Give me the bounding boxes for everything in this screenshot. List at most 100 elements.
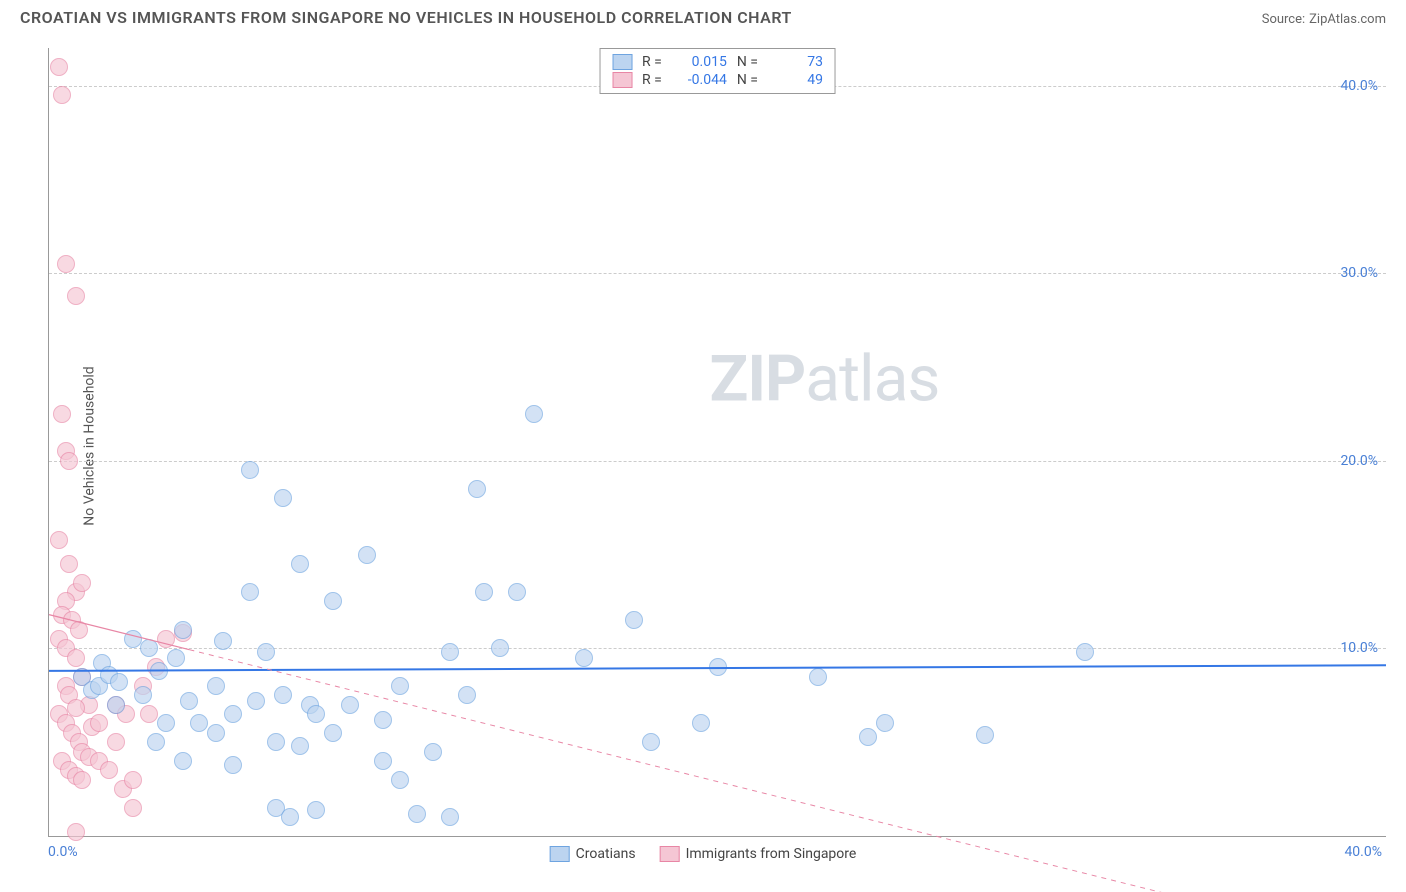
data-point — [525, 405, 543, 423]
data-point — [174, 752, 192, 770]
watermark-bold: ZIP — [709, 341, 805, 416]
data-point — [408, 805, 426, 823]
y-tick-label: 20.0% — [1340, 453, 1378, 469]
data-point — [60, 555, 78, 573]
data-point — [374, 711, 392, 729]
data-point — [50, 58, 68, 76]
data-point — [207, 677, 225, 695]
y-tick-label: 40.0% — [1340, 78, 1378, 94]
data-point — [859, 728, 877, 746]
data-point — [307, 705, 325, 723]
data-point — [50, 531, 68, 549]
legend-item-0: Croatians — [550, 846, 636, 862]
data-point — [207, 724, 225, 742]
data-point — [134, 686, 152, 704]
legend-swatch-1 — [612, 72, 632, 88]
gridline — [49, 273, 1386, 274]
data-point — [57, 255, 75, 273]
data-point — [107, 696, 125, 714]
data-point — [190, 714, 208, 732]
data-point — [224, 705, 242, 723]
legend-label-0: Croatians — [576, 846, 636, 862]
data-point — [214, 632, 232, 650]
data-point — [324, 592, 342, 610]
data-point — [976, 726, 994, 744]
data-point — [140, 705, 158, 723]
data-point — [358, 546, 376, 564]
data-point — [1076, 643, 1094, 661]
legend-n-value-1: 49 — [768, 72, 823, 88]
legend-n-value-0: 73 — [768, 54, 823, 70]
data-point — [67, 287, 85, 305]
data-point — [307, 801, 325, 819]
data-point — [491, 639, 509, 657]
legend-row-1: R = -0.044 N = 49 — [612, 71, 823, 89]
data-point — [150, 662, 168, 680]
data-point — [468, 480, 486, 498]
legend-correlation: R = 0.015 N = 73 R = -0.044 N = 49 — [599, 48, 836, 94]
legend-r-value-0: 0.015 — [672, 54, 727, 70]
x-tick-min: 0.0% — [48, 844, 78, 860]
data-point — [291, 737, 309, 755]
data-point — [291, 555, 309, 573]
data-point — [508, 583, 526, 601]
legend-r-label: R = — [642, 72, 662, 88]
data-point — [107, 733, 125, 751]
data-point — [692, 714, 710, 732]
data-point — [70, 621, 88, 639]
data-point — [458, 686, 476, 704]
x-tick-max: 40.0% — [1344, 844, 1382, 860]
data-point — [341, 696, 359, 714]
watermark-rest: atlas — [805, 341, 939, 416]
data-point — [575, 649, 593, 667]
data-point — [157, 630, 175, 648]
data-point — [90, 714, 108, 732]
legend-n-label: N = — [737, 54, 758, 70]
data-point — [809, 668, 827, 686]
data-point — [876, 714, 894, 732]
data-point — [147, 733, 165, 751]
y-tick-label: 30.0% — [1340, 265, 1378, 281]
data-point — [174, 621, 192, 639]
data-point — [391, 771, 409, 789]
data-point — [53, 86, 71, 104]
data-point — [257, 643, 275, 661]
legend-r-label: R = — [642, 54, 662, 70]
data-point — [247, 692, 265, 710]
watermark: ZIPatlas — [709, 341, 939, 416]
legend-n-label: N = — [737, 72, 758, 88]
data-point — [274, 489, 292, 507]
gridline — [49, 648, 1386, 649]
data-point — [281, 808, 299, 826]
data-point — [241, 461, 259, 479]
chart-svg — [49, 48, 1386, 836]
data-point — [124, 771, 142, 789]
data-point — [625, 611, 643, 629]
data-point — [100, 761, 118, 779]
legend-row-0: R = 0.015 N = 73 — [612, 53, 823, 71]
data-point — [67, 823, 85, 841]
legend-label-1: Immigrants from Singapore — [686, 846, 857, 862]
data-point — [124, 799, 142, 817]
chart-header: CROATIAN VS IMMIGRANTS FROM SINGAPORE NO… — [0, 0, 1406, 31]
data-point — [224, 756, 242, 774]
data-point — [709, 658, 727, 676]
data-point — [267, 733, 285, 751]
data-point — [324, 724, 342, 742]
legend-series: Croatians Immigrants from Singapore — [550, 846, 857, 862]
legend-swatch-series-0 — [550, 846, 570, 862]
source-label: Source: — [1262, 12, 1305, 27]
data-point — [391, 677, 409, 695]
data-point — [475, 583, 493, 601]
legend-item-1: Immigrants from Singapore — [660, 846, 857, 862]
source-name: ZipAtlas.com — [1309, 12, 1386, 27]
data-point — [274, 686, 292, 704]
chart-source: Source: ZipAtlas.com — [1262, 8, 1386, 27]
scatter-chart: ZIPatlas R = 0.015 N = 73 R = -0.044 N =… — [48, 48, 1386, 837]
data-point — [73, 574, 91, 592]
data-point — [140, 639, 158, 657]
data-point — [73, 771, 91, 789]
data-point — [67, 649, 85, 667]
data-point — [167, 649, 185, 667]
data-point — [241, 583, 259, 601]
